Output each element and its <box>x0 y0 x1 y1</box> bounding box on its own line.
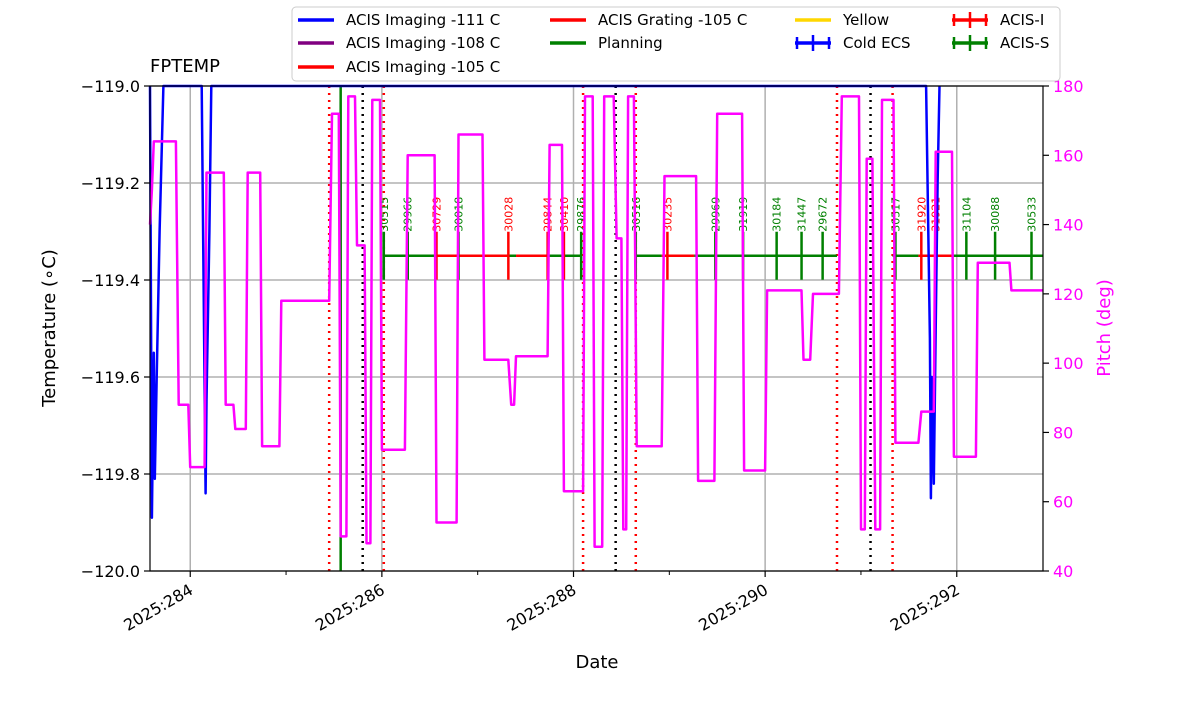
obsid-label: 30028 <box>502 197 515 232</box>
y2-tick-label: 160 <box>1053 146 1084 165</box>
series-line-pitch <box>148 95 1043 549</box>
obsid-label: 30516 <box>630 197 643 232</box>
obsid-label: 31447 <box>796 197 809 232</box>
y2-tick-label: 140 <box>1053 216 1084 235</box>
y-axis-label: Temperature (∘C) <box>39 249 60 408</box>
chart-title: FPTEMP <box>150 56 220 77</box>
y-axis-right: 40 60 80 100 120 140 160 180 <box>1043 77 1084 581</box>
obsid-label: 30088 <box>989 197 1002 232</box>
y2-axis-label: Pitch (deg) <box>1094 279 1115 377</box>
series-line-fptemp <box>148 84 941 519</box>
obsid-label: 31920 <box>915 197 928 232</box>
y-tick-label: −119.0 <box>81 77 140 96</box>
legend-label: ACIS Imaging -108 C <box>346 34 500 52</box>
legend-label: ACIS-I <box>1000 11 1044 29</box>
y-tick-label: −120.0 <box>81 562 140 581</box>
legend-label: Planning <box>598 34 663 52</box>
obsid-label: 30533 <box>1026 197 1039 232</box>
y2-tick-label: 120 <box>1053 285 1084 304</box>
y2-tick-label: 40 <box>1053 562 1073 581</box>
obsid-label: 29672 <box>817 197 830 232</box>
y-tick-label: −119.8 <box>81 465 140 484</box>
obsid-label: 30517 <box>889 197 902 232</box>
obsid-label: 30184 <box>771 197 784 232</box>
obsid-label: 31104 <box>960 197 973 232</box>
y-axis-left: −120.0 −119.8 −119.6 −119.4 −119.2 −119.0 <box>81 77 150 581</box>
legend-label: ACIS Imaging -105 C <box>346 58 500 76</box>
y2-tick-label: 180 <box>1053 77 1084 96</box>
legend-label: Cold ECS <box>843 34 911 52</box>
obsid-label: 30729 <box>430 197 443 232</box>
legend: ACIS Imaging -111 C ACIS Imaging -108 C AC… <box>291 6 1061 82</box>
y2-tick-label: 80 <box>1053 423 1073 442</box>
y2-tick-label: 100 <box>1053 354 1084 373</box>
legend-label: ACIS-S <box>1000 34 1049 52</box>
plot-frame <box>149 85 1044 572</box>
x-axis-label: Date <box>575 652 618 673</box>
legend-label: ACIS Grating -105 C <box>598 11 747 29</box>
obsid-label: 30410 <box>558 197 571 232</box>
y-tick-label: −119.2 <box>81 174 140 193</box>
legend-box <box>291 6 1061 82</box>
y-tick-label: −119.4 <box>81 271 140 290</box>
y2-tick-label: 60 <box>1053 493 1073 512</box>
y-tick-label: −119.6 <box>81 368 140 387</box>
obsid-label: 29876 <box>575 197 588 232</box>
data-series <box>148 84 1043 549</box>
legend-label: ACIS Imaging -111 C <box>346 11 500 29</box>
legend-label: Yellow <box>842 11 889 29</box>
